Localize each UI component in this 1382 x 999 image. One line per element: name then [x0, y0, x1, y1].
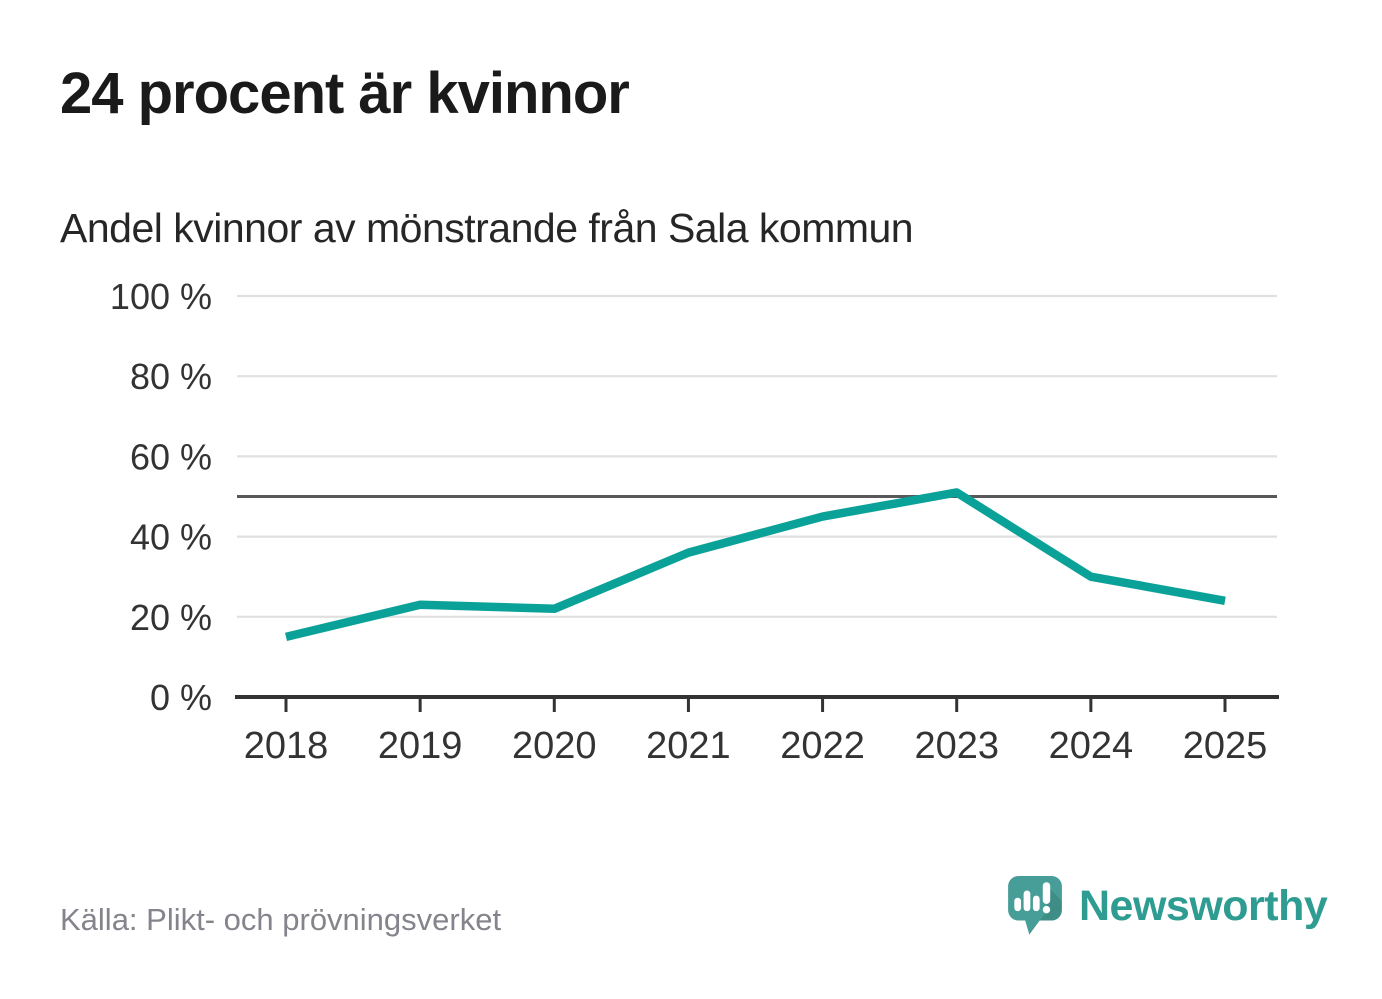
line-chart: 0 % 20 % 40 % 60 % 80 % 100 % 2018 2019 2020 2021… — [110, 276, 1279, 767]
newsworthy-logo-icon — [1008, 876, 1062, 935]
y-tick-label: 20 % — [130, 597, 212, 638]
y-tick-label: 80 % — [130, 356, 212, 397]
x-tick-label: 2024 — [1049, 725, 1134, 767]
x-tick-label: 2018 — [244, 725, 329, 767]
logo-bar-2 — [1023, 890, 1031, 912]
y-tick-label: 0 % — [150, 677, 212, 718]
x-tick-label: 2020 — [512, 725, 597, 767]
y-tick-label: 40 % — [130, 517, 212, 558]
x-tick-label: 2021 — [646, 725, 731, 767]
y-tick-label: 60 % — [130, 436, 212, 477]
y-tick-label: 100 % — [110, 276, 212, 317]
headline: 24 procent är kvinnor — [60, 61, 630, 126]
newsworthy-brand: Newsworthy — [1008, 876, 1328, 956]
x-tick-label: 2023 — [914, 725, 999, 767]
x-tick-label: 2025 — [1183, 725, 1268, 767]
logo-exclamation-bar — [1042, 882, 1051, 904]
data-line — [285, 488, 1226, 641]
source-note: Källa: Plikt- och prövningsverket — [60, 902, 502, 937]
logo-bar-1 — [1014, 897, 1022, 912]
logo-exclamation-dot — [1042, 905, 1051, 914]
x-tick-label: 2022 — [780, 725, 865, 767]
chart-subtitle: Andel kvinnor av mönstrande från Sala ko… — [60, 205, 914, 251]
x-tick-label: 2019 — [378, 725, 463, 767]
brand-wordmark: Newsworthy — [1079, 882, 1328, 930]
logo-bar-3 — [1032, 895, 1040, 912]
